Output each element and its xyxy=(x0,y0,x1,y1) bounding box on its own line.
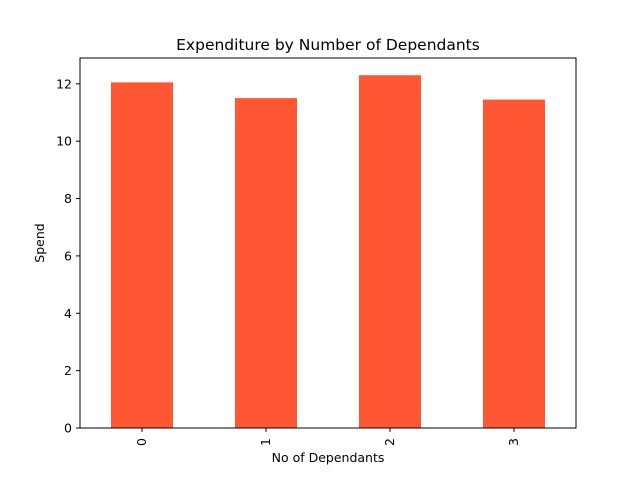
y-axis-ticks: 0 2 4 6 8 10 12 xyxy=(56,76,80,436)
x-axis-ticks: 0 1 2 3 xyxy=(134,428,521,446)
chart-title: Expenditure by Number of Dependants xyxy=(176,36,480,54)
y-tick-label: 2 xyxy=(64,363,72,378)
y-axis-label: Spend xyxy=(32,223,47,262)
y-tick-label: 12 xyxy=(56,76,72,91)
bar-1 xyxy=(235,98,297,429)
x-axis-label: No of Dependants xyxy=(272,450,385,465)
x-tick-label: 2 xyxy=(382,438,397,446)
y-tick-label: 4 xyxy=(64,306,72,321)
x-tick-label: 3 xyxy=(506,438,521,446)
y-tick-label: 8 xyxy=(64,191,72,206)
bar-2 xyxy=(359,75,421,429)
y-tick-label: 10 xyxy=(56,134,72,149)
bars-group xyxy=(111,75,545,429)
bar-0 xyxy=(111,82,173,428)
x-tick-label: 0 xyxy=(134,438,149,446)
y-tick-label: 0 xyxy=(64,421,72,436)
y-tick-label: 6 xyxy=(64,248,72,263)
bar-3 xyxy=(483,99,545,429)
x-tick-label: 1 xyxy=(258,438,273,446)
plot-frame xyxy=(79,57,577,429)
